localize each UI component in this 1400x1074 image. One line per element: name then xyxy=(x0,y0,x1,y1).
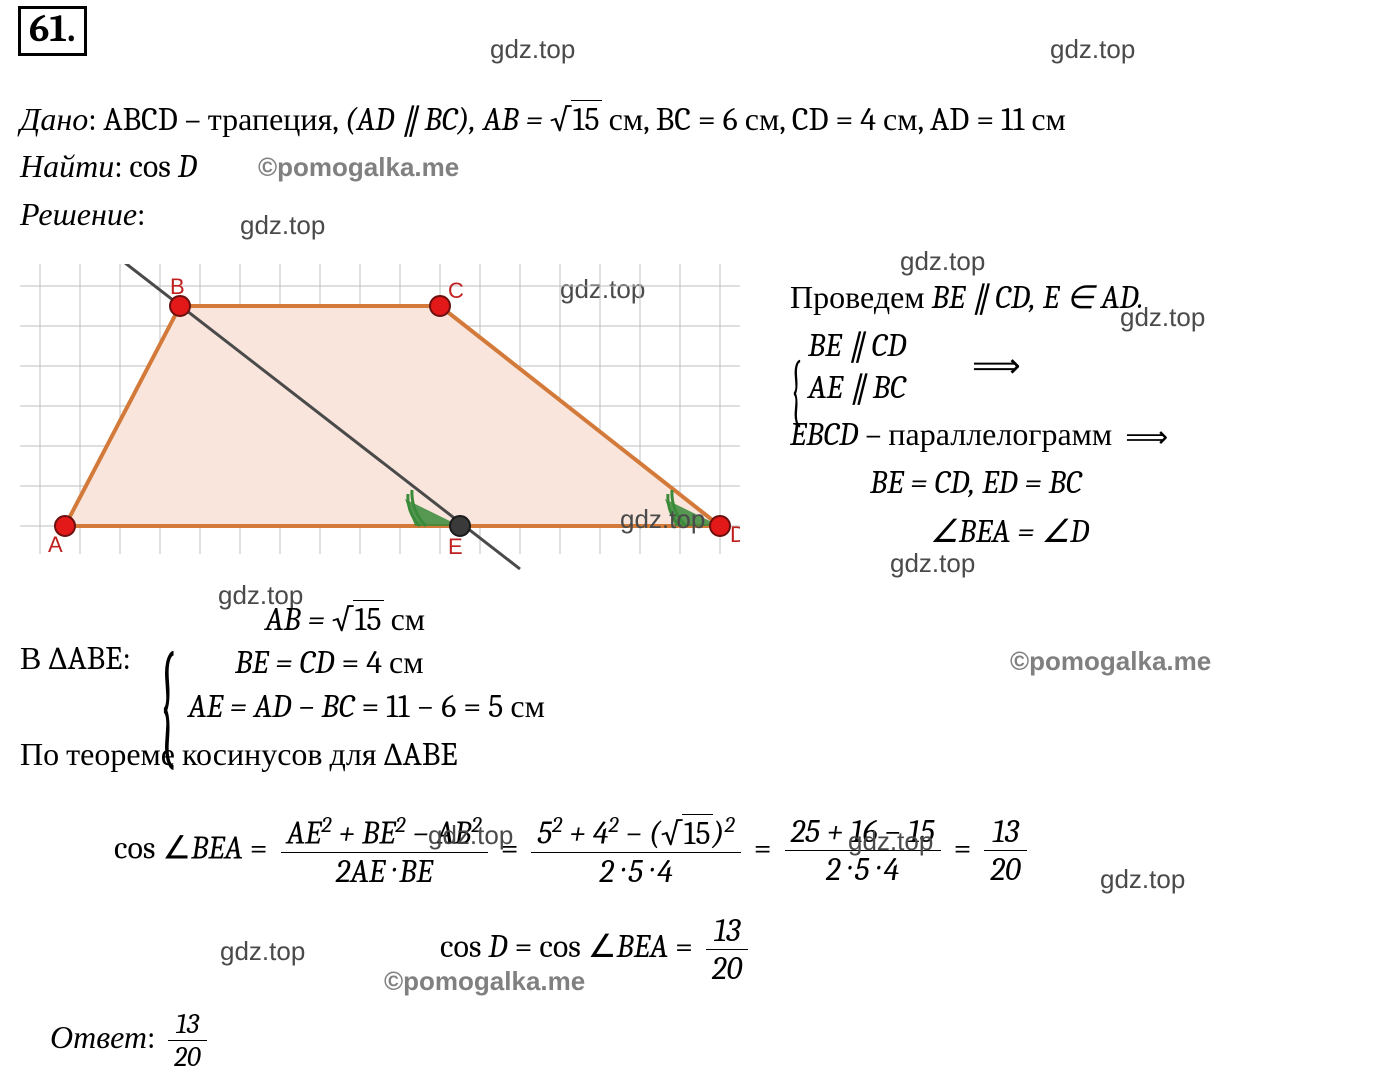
find-colon: : xyxy=(114,148,129,185)
eq-eq3: = xyxy=(954,829,979,866)
svg-text:A: A xyxy=(48,532,63,557)
svg-text:B: B xyxy=(170,274,185,299)
eq2-text: cos D = cos ∠BEA = xyxy=(440,928,700,965)
abe-r1a: AB = xyxy=(265,601,332,638)
abe-prefix: В ∆ABE: xyxy=(20,640,131,677)
abe-r2: BE = CD = 4 см xyxy=(235,644,423,681)
given-trapezoid: трапеция, xyxy=(208,101,345,138)
frac-4: 13 20 xyxy=(984,813,1026,888)
eq2-num: 13 xyxy=(706,912,748,950)
watermark-gdz: gdz.top xyxy=(428,820,513,851)
eq2-den: 20 xyxy=(706,950,748,987)
watermark-gdz: gdz.top xyxy=(490,34,575,65)
watermark-gdz: gdz.top xyxy=(848,826,933,857)
cos-theorem-text: По теореме косинусов для xyxy=(20,736,384,773)
answer-line: Ответ: 13 20 xyxy=(50,1008,213,1073)
brace-icon: { xyxy=(790,362,802,418)
eq2-frac: 13 20 xyxy=(706,912,748,987)
watermark-pom: ©pomogalka.me xyxy=(1010,646,1211,677)
watermark-gdz: gdz.top xyxy=(240,210,325,241)
svg-text:D: D xyxy=(730,522,740,547)
right-l1a: Проведем xyxy=(790,279,932,316)
watermark-gdz: gdz.top xyxy=(620,504,705,535)
given-line: Дано: ABCD – трапеция, (AD ∥ BC), AB = √… xyxy=(20,100,1066,138)
answer-frac: 13 20 xyxy=(168,1008,207,1073)
arrow-icon: ⟹ xyxy=(1119,420,1174,455)
f4-num: 13 xyxy=(984,813,1026,851)
abe-r3-txt: AE = AD − BC = 11 − 6 = 5 см xyxy=(188,688,545,725)
answer-den: 20 xyxy=(168,1041,207,1073)
watermark-gdz: gdz.top xyxy=(890,548,975,579)
arrow-icon: ⟹ xyxy=(972,346,1021,386)
solution-label: Решение xyxy=(20,196,137,233)
given-parallel: (AD ∥ BC), AB = xyxy=(345,101,550,138)
cos-theorem-tri: ∆ABE xyxy=(384,736,458,773)
problem-number-box: 61. xyxy=(18,6,87,56)
cos-theorem: По теореме косинусов для ∆ABE xyxy=(20,736,458,773)
right-l5: BE = CD, ED = BC xyxy=(870,464,1082,501)
watermark-gdz: gdz.top xyxy=(220,936,305,967)
right-l1b: BE ∥ CD, E ∈ AD. xyxy=(932,279,1144,316)
watermark-gdz: gdz.top xyxy=(1100,864,1185,895)
abe-r1b: см xyxy=(384,601,426,638)
right-l4a: EBCD xyxy=(790,416,858,453)
watermark-gdz: gdz.top xyxy=(1120,302,1205,333)
answer-num: 13 xyxy=(168,1008,207,1041)
abe-r3: AE = AD − BC = 11 − 6 = 5 см xyxy=(188,688,545,725)
problem-number: 61. xyxy=(29,7,76,51)
right-l4: EBCD – параллелограмм ⟹ xyxy=(790,416,1174,455)
right-l3: AE ∥ BC xyxy=(808,368,906,406)
figure-container: A B C D E gdz.top xyxy=(20,264,740,574)
svg-text:C: C xyxy=(448,278,464,303)
given-tail: см, BC = 6 см, CD = 4 см, AD = 11 см xyxy=(602,101,1066,138)
right-l4b: – параллелограмм xyxy=(858,416,1119,453)
watermark-pom: ©pomogalka.me xyxy=(258,152,459,183)
page-root: 61. gdz.top gdz.top Дано: ABCD – трапеци… xyxy=(0,0,1400,1074)
answer-colon: : xyxy=(147,1019,162,1056)
given-text: : ABCD – xyxy=(88,101,208,138)
f2-num: 52 + 42 − (√15)2 xyxy=(531,812,740,853)
find-text: cos D xyxy=(129,148,197,185)
sqrt-icon: √15 xyxy=(332,600,384,638)
find-line: Найти: cos D xyxy=(20,148,197,185)
sqrt-val: 15 xyxy=(571,100,602,138)
solution-colon: : xyxy=(137,196,145,233)
frac-2: 52 + 42 − (√15)2 2 · 5 · 4 xyxy=(531,812,740,890)
eq-eq2: = xyxy=(754,829,779,866)
watermark-gdz: gdz.top xyxy=(1050,34,1135,65)
given-label: Дано xyxy=(20,101,88,138)
f4-den: 20 xyxy=(984,851,1026,888)
abe-r2-txt: BE = CD = 4 см xyxy=(235,644,423,681)
f2-den: 2 · 5 · 4 xyxy=(531,853,740,890)
find-label: Найти xyxy=(20,148,114,185)
sqrt-val: 15 xyxy=(353,600,384,638)
right-l6: ∠BEA = ∠D xyxy=(930,512,1089,550)
abe-v: В xyxy=(20,640,48,677)
eq-lhs: cos ∠BEA = xyxy=(114,829,275,866)
solution-line: Решение: xyxy=(20,196,145,233)
right-l2: BE ∥ CD xyxy=(808,326,906,364)
watermark-pom: ©pomogalka.me xyxy=(384,966,585,997)
answer-label: Ответ xyxy=(50,1019,147,1056)
right-l1: Проведем BE ∥ CD, E ∈ AD. xyxy=(790,278,1144,316)
svg-text:E: E xyxy=(448,534,463,559)
sqrt-icon: √15 xyxy=(550,100,602,138)
abe-tri: ∆ABE: xyxy=(48,640,131,677)
watermark-gdz: gdz.top xyxy=(900,246,985,277)
f1-den: 2AE · BE xyxy=(281,853,488,890)
abe-r1: AB = √15 см xyxy=(265,600,425,638)
